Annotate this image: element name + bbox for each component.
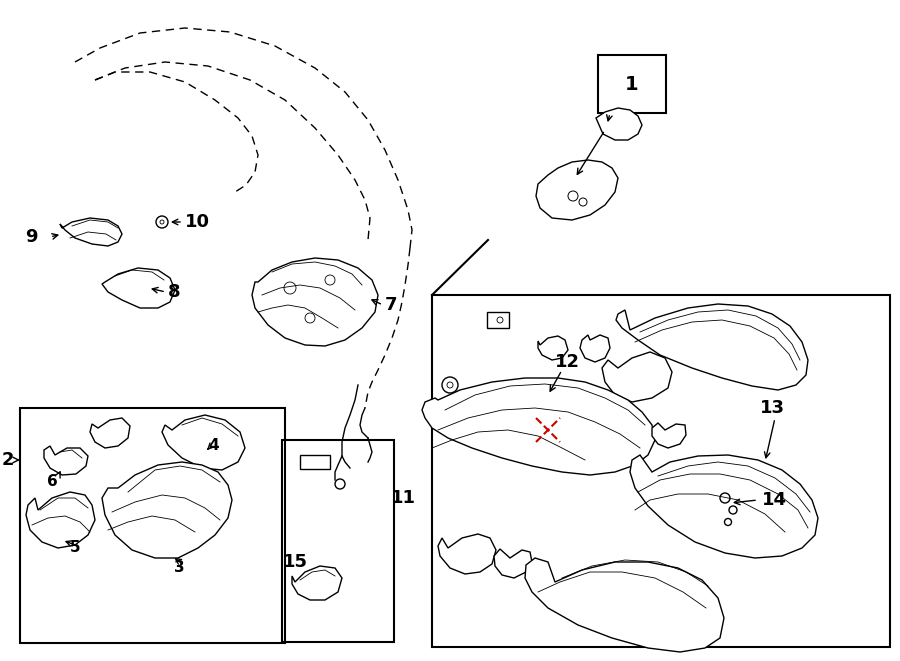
Circle shape	[305, 313, 315, 323]
Polygon shape	[26, 492, 95, 548]
Text: 12: 12	[554, 353, 580, 371]
Polygon shape	[525, 558, 724, 652]
Circle shape	[497, 317, 503, 323]
Polygon shape	[292, 566, 342, 600]
Text: 11: 11	[391, 489, 416, 507]
Circle shape	[447, 382, 453, 388]
Polygon shape	[616, 304, 808, 390]
Polygon shape	[60, 218, 122, 246]
Text: 3: 3	[175, 561, 185, 576]
Text: 4: 4	[208, 438, 219, 453]
Polygon shape	[90, 418, 130, 448]
Text: 5: 5	[69, 541, 80, 555]
Circle shape	[284, 282, 296, 294]
Polygon shape	[596, 108, 642, 140]
Circle shape	[720, 493, 730, 503]
Polygon shape	[44, 446, 88, 475]
Bar	[300, 455, 330, 469]
Circle shape	[729, 506, 737, 514]
Polygon shape	[162, 415, 245, 470]
Bar	[282, 440, 394, 642]
Polygon shape	[494, 549, 532, 578]
Polygon shape	[538, 336, 568, 360]
Text: 7: 7	[385, 296, 398, 314]
Polygon shape	[102, 268, 175, 308]
Bar	[432, 295, 890, 647]
Circle shape	[579, 198, 587, 206]
Polygon shape	[438, 534, 496, 574]
Text: 15: 15	[283, 553, 308, 571]
Polygon shape	[602, 352, 672, 402]
Circle shape	[160, 220, 164, 224]
Polygon shape	[102, 462, 232, 558]
Polygon shape	[422, 378, 655, 475]
Circle shape	[156, 216, 168, 228]
Circle shape	[325, 275, 335, 285]
Circle shape	[335, 479, 345, 489]
Polygon shape	[252, 258, 378, 346]
Bar	[598, 55, 666, 113]
Polygon shape	[536, 160, 618, 220]
Bar	[487, 312, 509, 328]
Circle shape	[442, 377, 458, 393]
Text: 13: 13	[760, 399, 785, 417]
Circle shape	[724, 518, 732, 525]
Text: 2: 2	[2, 451, 14, 469]
Circle shape	[568, 191, 578, 201]
Polygon shape	[630, 455, 818, 558]
Polygon shape	[652, 423, 686, 448]
Text: 14: 14	[762, 491, 787, 509]
Text: 9: 9	[25, 228, 38, 246]
Bar	[20, 408, 285, 643]
Text: 1: 1	[626, 75, 639, 93]
Polygon shape	[580, 335, 610, 362]
Text: 8: 8	[168, 283, 181, 301]
Text: 6: 6	[47, 475, 58, 490]
Text: 10: 10	[185, 213, 210, 231]
